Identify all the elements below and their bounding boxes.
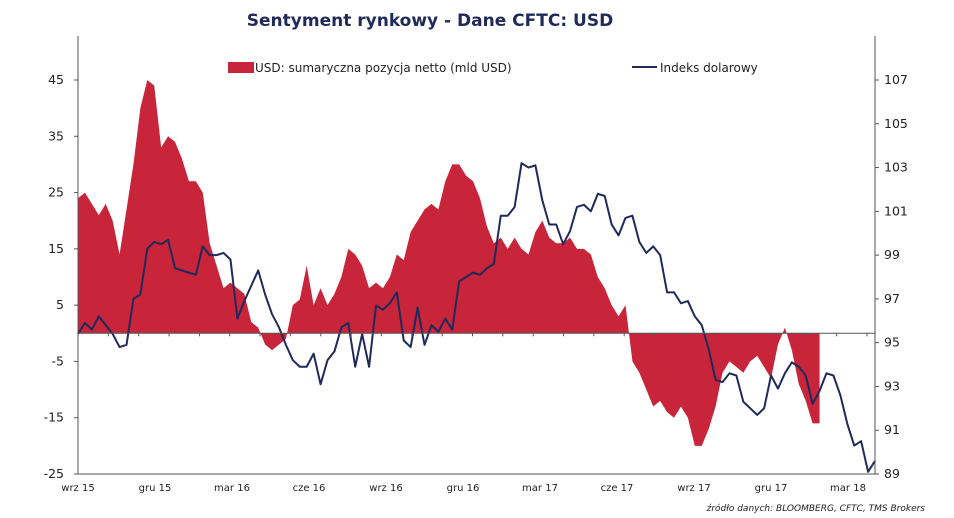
x-tick-label: cze 17 [601,483,634,494]
y-right-tick-label: 107 [884,72,908,87]
plot-area [77,80,876,473]
chart-title: Sentyment rynkowy - Dane CFTC: USD [247,11,613,31]
line-series-dollar-index [77,162,876,473]
y-right-tick-label: 91 [884,422,900,437]
legend-swatch-area [228,62,254,73]
x-tick-label: gru 15 [139,483,172,494]
x-tick-label: mar 16 [214,483,250,494]
y-left-tick-label: 25 [48,185,64,200]
x-tick-label: gru 17 [755,483,788,494]
x-tick-label: gru 16 [447,483,480,494]
legend-label-area: USD: sumaryczna pozycja netto (mld USD) [255,61,512,75]
y-left-tick-label: 5 [56,297,64,312]
x-tick-label: wrz 16 [369,483,402,494]
axes: 45 35 25 15 5 -5 -15 -25 107 105 103 101 99 97 95 93 91 8… [44,36,908,494]
y-right-tick-label: 101 [884,203,908,218]
y-left-tick-label: 15 [48,241,64,256]
y-right-tick-label: 99 [884,247,900,262]
y-left-tick-label: -15 [44,410,64,425]
x-tick-label: mar 17 [522,483,558,494]
y-right-tick-label: 103 [884,160,908,175]
y-left-tick-label: -5 [52,353,64,368]
source-note: źródło danych: BLOOMBERG, CFTC, TMS Brok… [706,503,926,514]
legend-label-line: Indeks dolarowy [660,61,758,75]
y-right-tick-label: 93 [884,378,900,393]
y-right-tick-label: 89 [884,466,900,481]
y-right-tick-label: 95 [884,335,900,350]
x-tick-label: cze 16 [293,483,326,494]
y-left-tick-label: 35 [48,128,64,143]
y-right-tick-label: 97 [884,291,900,306]
area-series-net-position [78,80,820,446]
legend: USD: sumaryczna pozycja netto (mld USD) … [228,61,758,75]
x-tick-label: wrz 17 [677,483,710,494]
x-tick-label: mar 18 [830,483,866,494]
y-left-tick-label: -25 [44,466,64,481]
y-left-tick-label: 45 [48,72,64,87]
x-tick-label: wrz 15 [61,483,94,494]
y-right-tick-label: 105 [884,116,908,131]
